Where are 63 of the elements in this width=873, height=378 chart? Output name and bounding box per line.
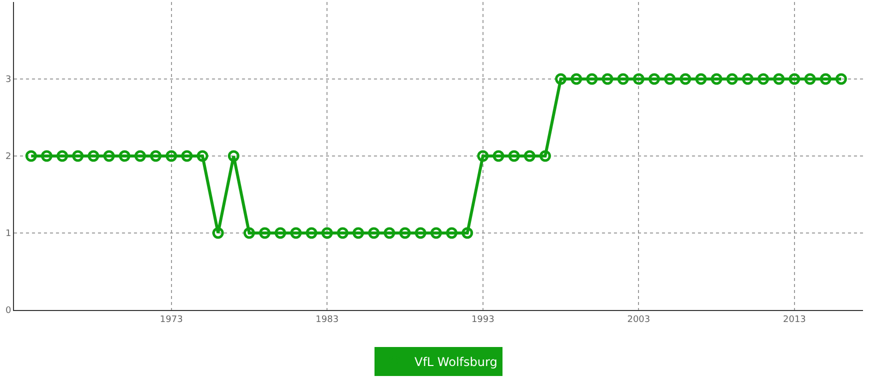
x-tick-label: 2003	[627, 314, 650, 325]
point	[352, 227, 364, 239]
point	[788, 73, 800, 85]
point	[25, 150, 37, 162]
point	[430, 227, 442, 239]
point	[336, 227, 348, 239]
point	[88, 150, 100, 162]
x-tick-label: 2013	[783, 314, 806, 325]
point	[56, 150, 68, 162]
point	[384, 227, 396, 239]
point	[290, 227, 302, 239]
y-tick-label: 0	[5, 306, 12, 316]
point	[492, 150, 504, 162]
point	[306, 227, 318, 239]
point	[368, 227, 380, 239]
point	[40, 150, 52, 162]
point	[586, 73, 598, 85]
point	[212, 227, 224, 239]
x-tick-label: 1983	[316, 314, 339, 325]
y-tick-label: 1	[5, 229, 12, 240]
point	[414, 227, 426, 239]
y-tick-label: 2	[5, 152, 12, 162]
point	[804, 73, 816, 85]
point	[773, 73, 785, 85]
point	[477, 150, 489, 162]
point	[243, 227, 255, 239]
point	[539, 150, 551, 162]
point	[150, 150, 162, 162]
point	[632, 73, 644, 85]
point	[462, 227, 474, 239]
point	[196, 150, 208, 162]
point	[726, 73, 738, 85]
point	[118, 150, 130, 162]
point	[710, 73, 722, 85]
point	[524, 150, 536, 162]
point	[648, 73, 660, 85]
point	[134, 150, 146, 162]
y-tick-label: 3	[5, 75, 12, 86]
point	[664, 73, 676, 85]
point	[742, 73, 754, 85]
point	[820, 73, 832, 85]
point	[508, 150, 520, 162]
x-tick-label: 1973	[160, 314, 183, 325]
point	[166, 150, 178, 162]
point	[695, 73, 707, 85]
x-tick-label: 1993	[471, 314, 494, 325]
text: VfL Wolfsburg	[414, 355, 498, 370]
point	[602, 73, 614, 85]
point	[446, 227, 458, 239]
point	[570, 73, 582, 85]
point	[399, 227, 411, 239]
point	[103, 150, 115, 162]
point	[259, 227, 271, 239]
point	[321, 227, 333, 239]
point	[228, 150, 240, 162]
point	[72, 150, 84, 162]
point	[274, 227, 286, 239]
point	[758, 73, 770, 85]
point	[555, 73, 567, 85]
point	[181, 150, 193, 162]
point	[617, 73, 629, 85]
point	[835, 73, 847, 85]
point	[680, 73, 692, 85]
